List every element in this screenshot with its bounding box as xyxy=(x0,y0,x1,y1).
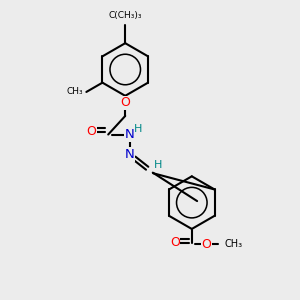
Text: C(CH₃)₃: C(CH₃)₃ xyxy=(109,11,142,20)
Text: O: O xyxy=(202,238,212,251)
Text: H: H xyxy=(154,160,162,170)
Text: CH₃: CH₃ xyxy=(224,239,242,249)
Text: N: N xyxy=(125,128,135,141)
Text: CH₃: CH₃ xyxy=(67,87,83,96)
Text: O: O xyxy=(86,125,96,138)
Text: O: O xyxy=(170,236,180,249)
Text: O: O xyxy=(120,96,130,109)
Text: N: N xyxy=(125,148,135,161)
Text: H: H xyxy=(134,124,143,134)
